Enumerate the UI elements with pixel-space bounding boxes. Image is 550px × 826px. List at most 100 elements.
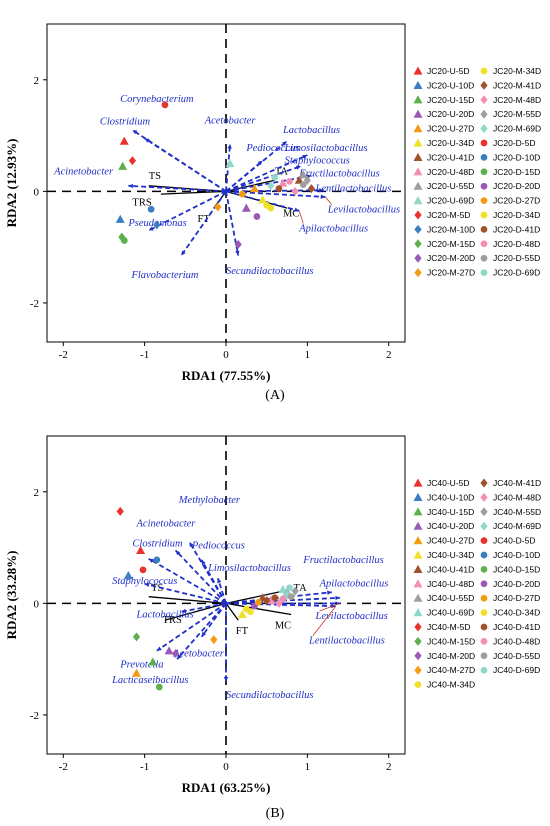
legend-label-jc40-u-10d: JC40-U-10D	[427, 492, 474, 502]
x-tick-label: 2	[386, 349, 392, 361]
env-label-ft: FT	[198, 214, 211, 225]
legend-label-jc40-m-48d: JC40-M-48D	[493, 492, 541, 502]
legend-marker-jc20-d-48d	[480, 240, 488, 248]
legend-label-jc20-u-48d: JC20-U-48D	[427, 167, 474, 177]
species-arrowhead-clostridium	[148, 558, 154, 563]
species-label-limosilactobacillus: Limosilactobacillus	[284, 143, 368, 154]
legend-label-jc40-m-20d: JC40-M-20D	[427, 651, 475, 661]
legend-label-jc20-m-10d: JC20-M-10D	[427, 224, 475, 234]
legend-label-jc40-u-34d: JC40-U-34D	[427, 550, 474, 560]
site-marker-jc40-u-20d	[164, 646, 174, 655]
legend-marker-jc20-d-27d	[480, 197, 488, 204]
legend-label-jc40-d-10d: JC40-D-10D	[493, 550, 540, 560]
legend-marker-jc40-d-55d	[480, 652, 488, 660]
legend-marker-jc40-m-55d	[480, 507, 488, 517]
site-marker-jc40-d-69d	[286, 584, 293, 592]
legend-label-jc20-m-15d: JC20-M-15D	[427, 239, 475, 249]
site-marker-jc20-u-15d	[118, 161, 128, 170]
species-arrow-flavobacterium	[180, 190, 227, 257]
site-marker-jc20-m-48d	[291, 186, 299, 196]
species-arrowhead-corynebacterium	[132, 130, 138, 135]
species-arrow-prevotella	[156, 602, 227, 652]
legend-label-jc20-d-55d: JC20-D-55D	[493, 253, 540, 263]
species-arrowhead-apilactobacillus	[335, 595, 340, 601]
site-marker-jc20-d-34d	[267, 204, 275, 212]
site-marker-jc20-u-69d	[225, 158, 235, 168]
species-label-prevotella: Prevotella	[119, 660, 163, 671]
x-tick-label: 0	[223, 349, 229, 361]
legend-marker-jc20-d-10d	[480, 154, 488, 161]
legend-label-jc20-m-20d: JC20-M-20D	[427, 253, 475, 263]
legend-label-jc20-m-5d: JC20-M-5D	[427, 210, 470, 220]
species-label-pediococcus: Pediococcus	[245, 143, 299, 154]
legend-label-jc20-u-5d: JC20-U-5D	[427, 66, 470, 76]
species-arrow-lentilactobacillus	[225, 189, 324, 193]
legend-label-jc40-d-55d: JC40-D-55D	[493, 651, 540, 661]
species-label-flavobacterium: Flavobacterium	[130, 270, 198, 281]
species-label-acinetobacter: Acinetobacter	[53, 167, 114, 178]
site-marker-jc20-u-5d	[119, 136, 129, 145]
species-arrowhead-pediococcus	[257, 160, 263, 166]
species-arrowhead-secundilactobacillus	[223, 676, 229, 682]
species-arrow-lactobacillus	[225, 140, 288, 193]
species-label-corynebacterium: Corynebacterium	[120, 94, 194, 105]
site-marker-jc20-u-41d	[294, 175, 304, 184]
legend-marker-jc20-m-5d	[414, 210, 422, 220]
species-arrowhead-levilactobacillus	[320, 194, 326, 199]
species-arrow-acinetobacter	[128, 184, 227, 193]
y-tick-label: -2	[30, 298, 39, 310]
legend-label-jc40-u-20d: JC40-U-20D	[427, 521, 474, 531]
leader-line-lentilactobacillus	[312, 605, 337, 636]
species-arrowhead-fructilactobacillus	[327, 590, 332, 595]
legend-marker-jc40-d-15d	[480, 566, 488, 573]
panel-b: -2 -1 0 1 2 -2 0 2 RDA1 (63.25%) RDA2 (33.28%) TS T…	[0, 412, 550, 812]
species-arrow-pseudomonas	[148, 190, 227, 232]
site-marker-jc20-m-41d	[307, 184, 316, 194]
caption-b: (B)	[265, 806, 285, 821]
legend-label-jc40-d-41d: JC40-D-41D	[493, 622, 540, 632]
site-marker-jc20-d-5d	[161, 101, 169, 109]
legend-label-jc20-d-48d: JC20-D-48D	[493, 239, 540, 249]
species-arrow-clostridium	[148, 557, 227, 605]
legend-marker-jc40-u-48d	[413, 579, 423, 588]
site-marker-jc40-d-41d	[271, 594, 279, 602]
legend-label-jc20-u-55d: JC20-U-55D	[427, 181, 474, 191]
legend-marker-jc20-u-20d	[413, 109, 423, 118]
legend-label-jc40-u-41d: JC40-U-41D	[427, 564, 474, 574]
site-marker-jc20-d-41d	[275, 185, 283, 192]
leader-line-levilactobacillus	[324, 196, 333, 205]
x-tick-label: -1	[140, 761, 149, 773]
species-arrow-secundilactobacillus	[225, 191, 240, 256]
legend-label-jc40-d-5d: JC40-D-5D	[493, 536, 536, 546]
legend-label-jc40-u-55d: JC40-U-55D	[427, 593, 474, 603]
legend-marker-jc40-m-27d	[414, 665, 422, 675]
legend-label-jc20-d-20d: JC20-D-20D	[493, 181, 540, 191]
site-marker-jc20-d-20d	[253, 213, 261, 220]
y-tick-label: 2	[34, 487, 40, 499]
legend-label-jc20-u-10d: JC20-U-10D	[427, 80, 474, 90]
legend-label-jc40-d-20d: JC40-D-20D	[493, 579, 540, 589]
legend-marker-jc40-m-41d	[480, 478, 488, 488]
legend-label-jc20-m-55d: JC20-M-55D	[493, 109, 541, 119]
x-tick-label: 2	[386, 761, 392, 773]
legend-label-jc40-d-15d: JC40-D-15D	[493, 564, 540, 574]
legend-label-jc20-d-5d: JC20-D-5D	[493, 138, 536, 148]
species-arrowhead-pediococcus	[201, 559, 206, 565]
legend-marker-jc40-u-55d	[413, 593, 423, 602]
legend-marker-jc20-m-20d	[414, 253, 422, 263]
species-arrow-lacticaseibacillus	[176, 602, 227, 660]
species-arrowhead-methylobacter	[189, 542, 194, 547]
site-marker-jc20-m-55d	[303, 175, 311, 185]
species-arrowhead-apilactobacillus	[294, 207, 300, 212]
x-axis-title: RDA1 (63.25%)	[182, 780, 271, 795]
species-arrowhead-staphylococcus	[144, 582, 150, 588]
species-label-acetobacter: Acetobacter	[204, 115, 257, 126]
legend-marker-jc20-u-55d	[413, 181, 423, 190]
species-label-apilactobacillus: Apilactobacillus	[319, 579, 389, 590]
species-arrowhead-staphylococcus	[295, 165, 301, 170]
legend-marker-jc20-d-20d	[480, 182, 488, 190]
legend-marker-jc40-m-48d	[480, 492, 488, 502]
species-arrow-staphylococcus	[144, 582, 227, 605]
species-arrow-fructilactobacillus	[225, 591, 332, 605]
species-arrowhead-flavobacterium	[181, 250, 186, 256]
